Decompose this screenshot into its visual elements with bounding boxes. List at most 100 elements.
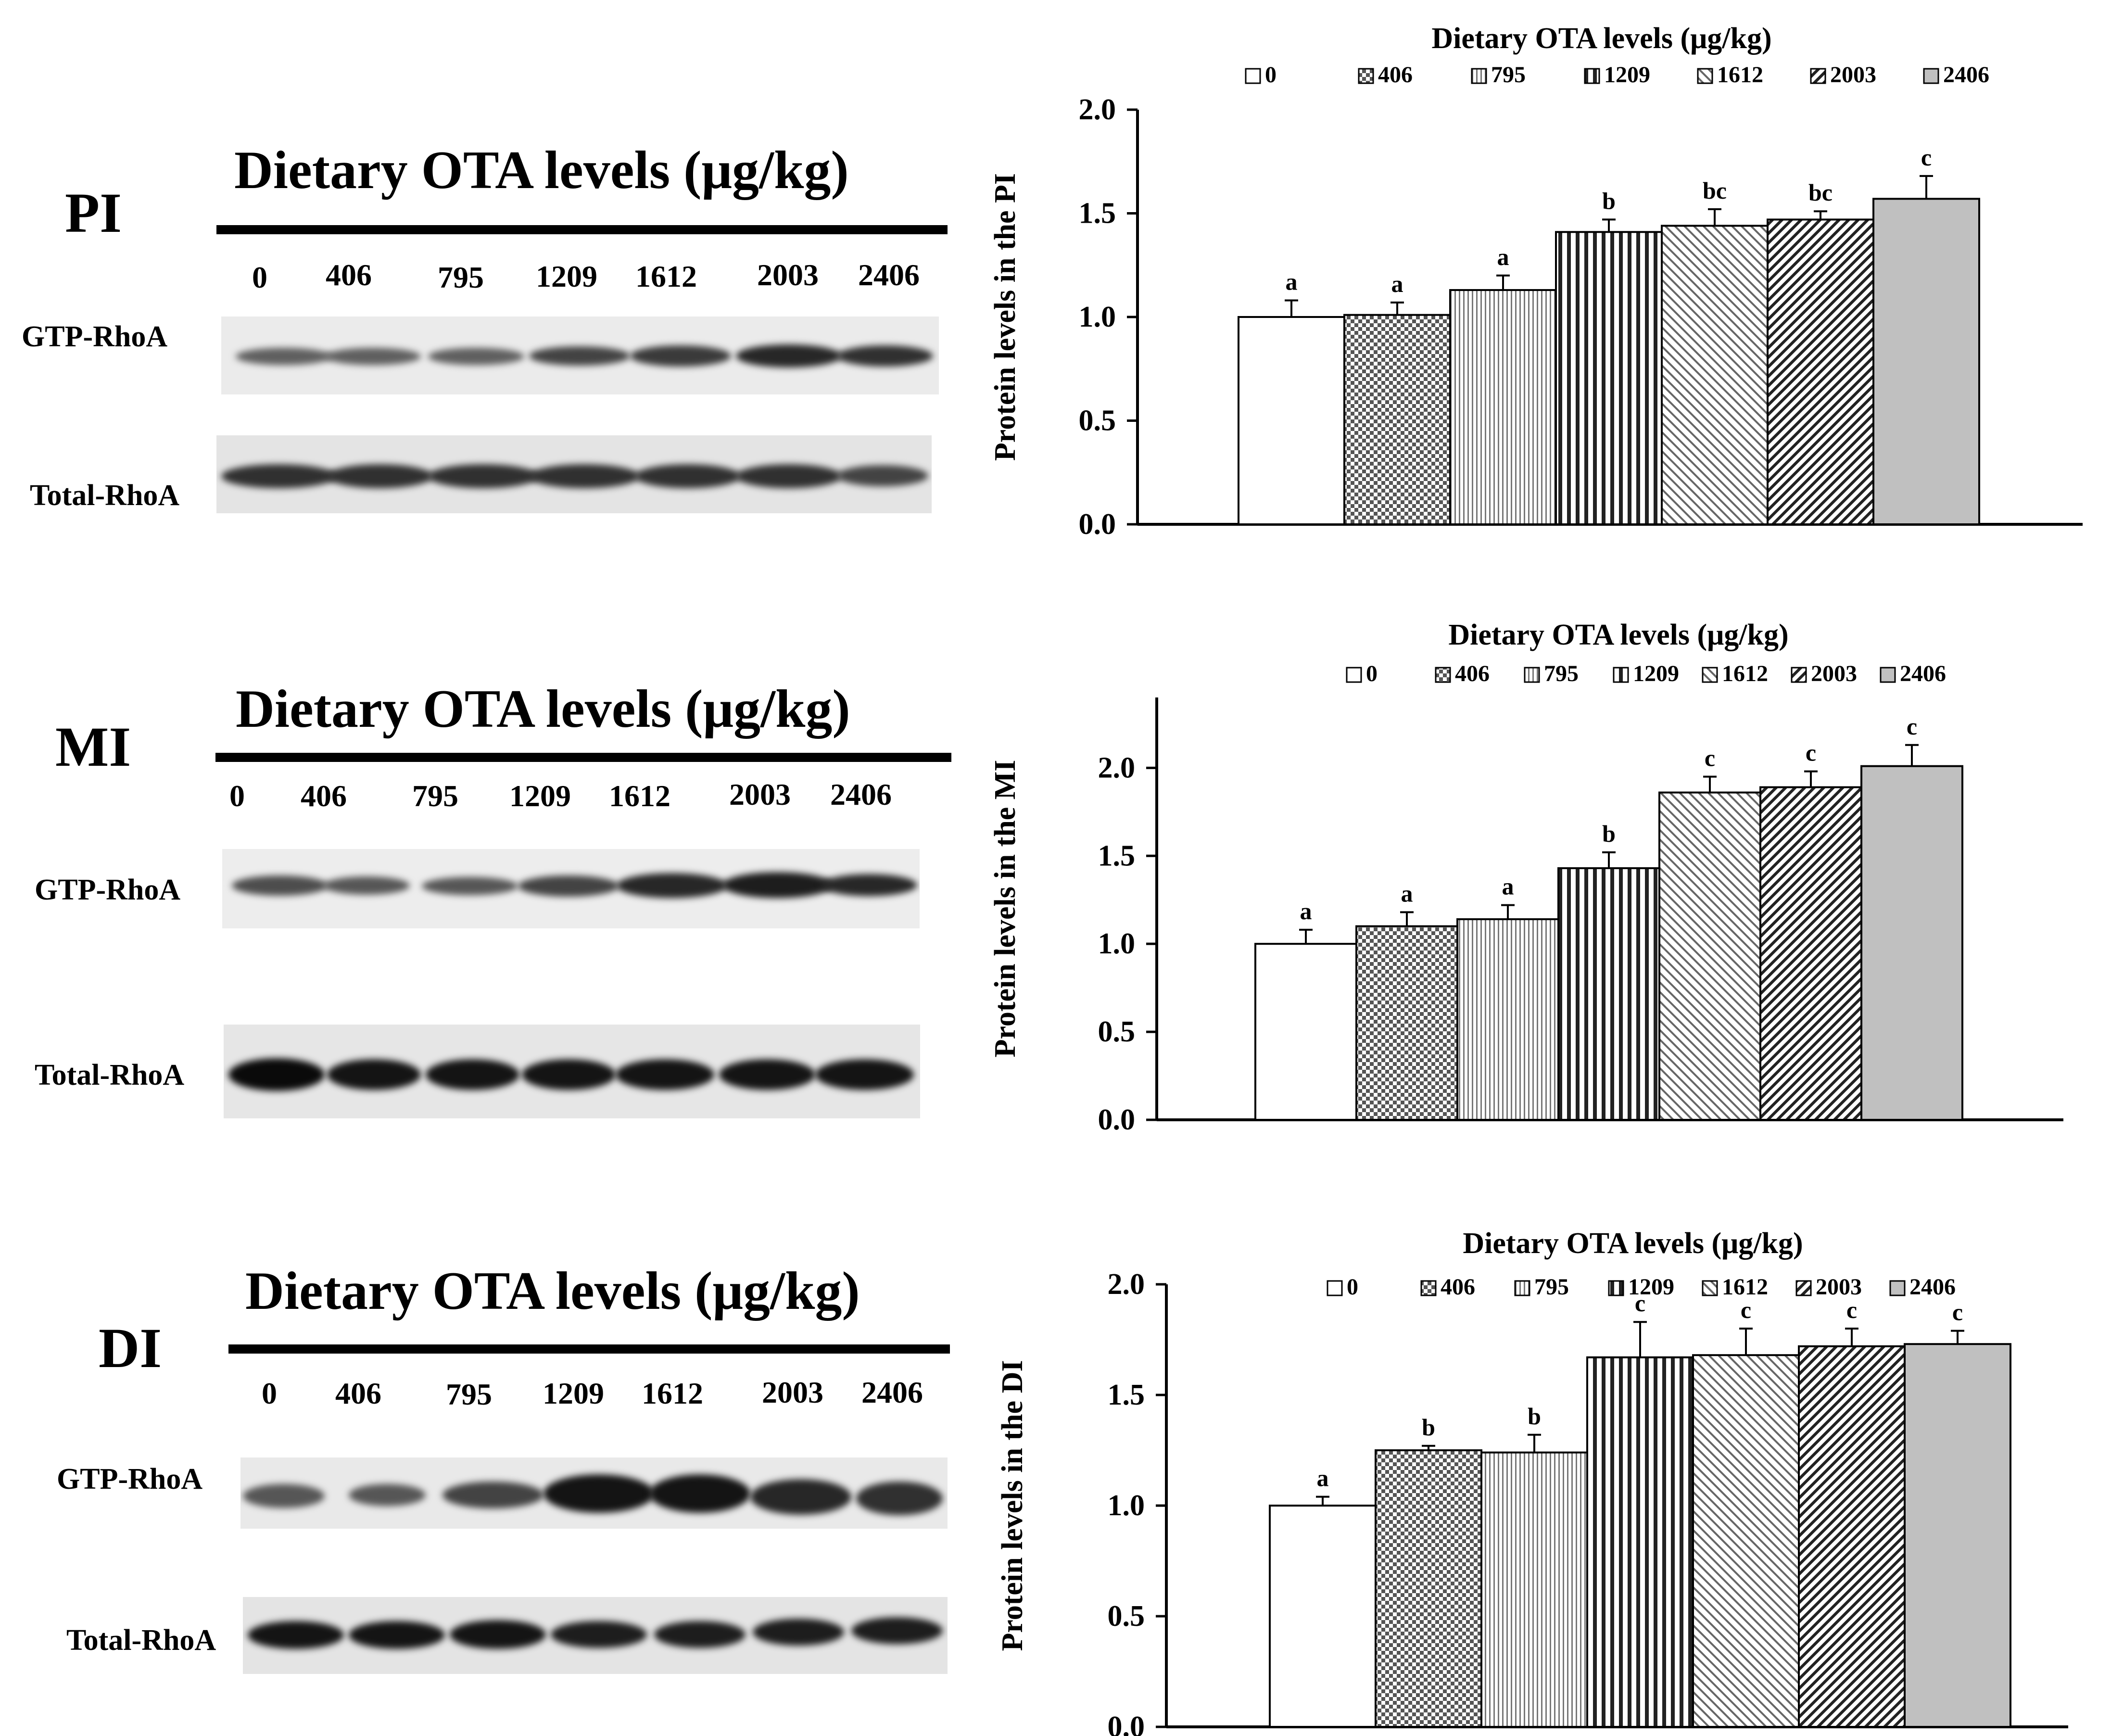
legend-label: 795	[1544, 661, 1579, 686]
significance-letter: b	[1602, 187, 1616, 214]
lane-label: 795	[446, 1377, 492, 1411]
bar-0	[1254, 943, 1357, 1121]
bar-2003	[1767, 218, 1874, 525]
blot-band	[753, 1619, 844, 1646]
blot-band	[750, 1479, 851, 1515]
legend-swatch	[1810, 68, 1826, 84]
bar-406	[1375, 1449, 1482, 1728]
blot-band	[544, 1474, 654, 1513]
significance-letter: c	[1635, 1290, 1645, 1317]
row-label-gtp-rhoa: GTP-RhoA	[57, 1463, 203, 1495]
blot-band	[428, 464, 539, 488]
blot-band	[837, 345, 933, 367]
blot-band	[248, 1621, 344, 1649]
total-rhoa-blot	[216, 435, 932, 513]
y-tick-label: 1.5	[1098, 839, 1136, 872]
y-tick-label: 1.0	[1108, 1489, 1145, 1522]
legend-label: 0	[1366, 661, 1378, 686]
lane-label: 2003	[729, 777, 791, 811]
blot-band	[323, 876, 410, 895]
legend-swatch	[1697, 68, 1713, 84]
bar-1209	[1586, 1356, 1694, 1728]
legend-swatch	[1346, 667, 1362, 683]
legend-label: 406	[1378, 62, 1413, 88]
blot-band	[630, 345, 731, 367]
y-tick-label: 2.0	[1079, 93, 1116, 126]
blot-divider	[215, 753, 951, 762]
significance-letter: a	[1497, 243, 1509, 270]
y-axis-label: Protein levels in the MI	[989, 760, 1022, 1058]
legend-swatch	[1524, 667, 1540, 683]
lane-label: 1612	[642, 1376, 703, 1410]
significance-letter: bc	[1808, 179, 1833, 206]
y-axis-label: Protein levels in the DI	[996, 1360, 1029, 1651]
blot-band	[722, 872, 833, 898]
significance-letter: c	[1952, 1299, 1963, 1326]
y-tick-label: 0.0	[1098, 1103, 1136, 1136]
significance-letter: b	[1528, 1403, 1541, 1430]
legend-swatch	[1923, 68, 1939, 84]
significance-letter: c	[1907, 713, 1917, 740]
legend-label: 2003	[1811, 661, 1857, 686]
blot-band	[635, 464, 741, 488]
y-tick-label: 0.0	[1108, 1711, 1145, 1736]
legend-label: 406	[1455, 661, 1490, 686]
row-label-total-rhoa: Total-RhoA	[35, 1059, 185, 1091]
legend-swatch	[1420, 1280, 1437, 1296]
lane-label: 406	[301, 779, 347, 813]
blot-band	[529, 464, 640, 488]
blot-band	[349, 1484, 426, 1506]
lane-label: 1209	[509, 779, 571, 813]
legend-swatch	[1608, 1280, 1624, 1296]
legend-swatch	[1435, 667, 1451, 683]
blot-title: Dietary OTA levels (μg/kg)	[245, 1261, 860, 1321]
blot-band	[719, 1059, 815, 1090]
blot-band	[236, 348, 332, 365]
blot-band	[450, 1620, 546, 1649]
blot-band	[821, 874, 917, 896]
bar-2406	[1872, 198, 1980, 525]
lane-label: 2003	[757, 258, 819, 292]
blot-band	[228, 1058, 325, 1091]
legend-label: 1612	[1722, 1274, 1768, 1300]
blot-band	[422, 877, 518, 895]
y-tick-label: 0.0	[1079, 508, 1116, 541]
legend-swatch	[1613, 667, 1629, 683]
legend-swatch	[1471, 68, 1487, 84]
row-label-total-rhoa: Total-RhoA	[66, 1624, 216, 1657]
significance-letter: a	[1401, 880, 1413, 907]
bar-1209	[1557, 867, 1660, 1121]
blot-band	[325, 348, 421, 365]
bar-795	[1449, 289, 1557, 525]
legend-label: 1209	[1633, 661, 1679, 686]
y-tick-label: 1.0	[1098, 927, 1136, 960]
legend-swatch	[1245, 68, 1261, 84]
legend-label: 2406	[1943, 62, 1989, 88]
bar-795	[1480, 1451, 1588, 1728]
legend-label: 0	[1347, 1274, 1358, 1300]
significance-letter: c	[1806, 739, 1816, 766]
chart-title: Dietary OTA levels (μg/kg)	[1463, 1227, 1803, 1260]
legend-label: 1612	[1717, 62, 1763, 88]
bar-795	[1456, 918, 1559, 1121]
y-tick-label: 1.5	[1079, 197, 1116, 230]
blot-band	[837, 465, 928, 486]
blot-band	[736, 344, 842, 367]
lane-label: 0	[252, 260, 267, 294]
y-tick-label: 0.5	[1108, 1600, 1145, 1633]
chart-title: Dietary OTA levels (μg/kg)	[1431, 22, 1771, 55]
blot-band	[221, 464, 337, 488]
bar-1209	[1555, 231, 1663, 526]
blot-band	[617, 873, 727, 898]
significance-letter: c	[1921, 144, 1932, 171]
panel-letter: PI	[65, 181, 122, 244]
blot-band	[428, 348, 524, 365]
significance-letter: c	[1741, 1296, 1751, 1323]
row-label-gtp-rhoa: GTP-RhoA	[22, 320, 168, 353]
lane-label: 406	[335, 1376, 381, 1410]
blot-band	[815, 1059, 914, 1090]
y-tick-label: 1.0	[1079, 301, 1116, 333]
legend-swatch	[1327, 1280, 1343, 1296]
significance-letter: a	[1300, 898, 1312, 925]
significance-letter: a	[1317, 1465, 1329, 1492]
